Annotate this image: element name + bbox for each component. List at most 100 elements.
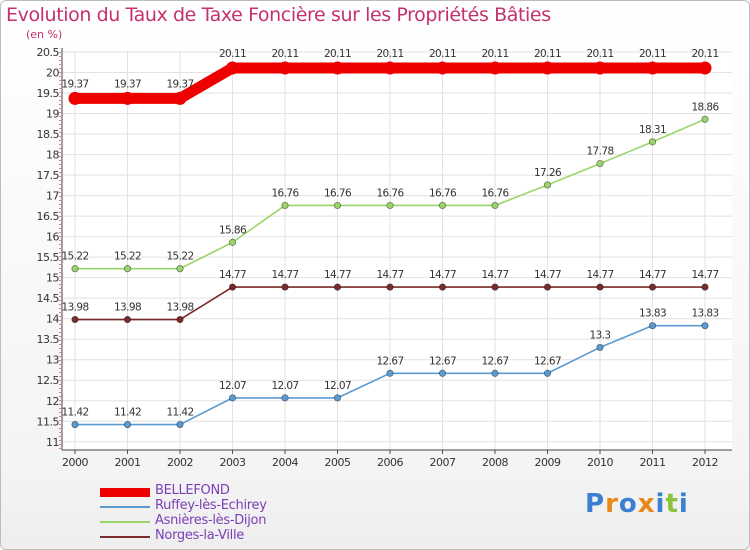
data-point: [176, 420, 184, 429]
y-tick-label: 13: [46, 354, 59, 367]
data-label: 19.37: [166, 78, 193, 90]
data-label: 12.67: [429, 355, 456, 367]
data-label: 16.76: [376, 187, 404, 199]
data-label: 18.86: [691, 101, 719, 113]
data-label: 19.37: [61, 78, 88, 90]
data-label: 15.22: [166, 251, 193, 263]
data-point: [333, 201, 342, 210]
y-tick-label: 17.5: [37, 169, 60, 182]
data-label: 14.77: [691, 269, 718, 281]
data-label: 12.67: [481, 355, 508, 367]
legend-swatch: [100, 536, 150, 538]
logo-letter: x: [637, 489, 656, 519]
data-point: [386, 201, 394, 210]
data-point: [331, 61, 344, 75]
data-label: 20.11: [271, 48, 298, 60]
data-point: [226, 61, 239, 75]
data-label: 11.42: [61, 407, 88, 419]
data-point: [491, 201, 499, 210]
data-point: [648, 138, 657, 146]
data-label: 11.42: [166, 407, 193, 419]
data-point: [71, 315, 79, 324]
x-tick-label: 2011: [640, 456, 666, 469]
y-tick-label: 20.5: [37, 46, 60, 59]
logo-letter: o: [618, 489, 638, 519]
x-tick-label: 2007: [430, 456, 456, 469]
data-label: 14.77: [324, 269, 351, 281]
data-point: [596, 343, 604, 352]
data-label: 20.11: [376, 48, 403, 60]
data-point: [386, 369, 394, 377]
data-label: 17.78: [586, 146, 613, 158]
data-label: 14.77: [586, 269, 613, 281]
data-point: [228, 238, 237, 246]
data-point: [541, 61, 554, 75]
data-label: 14.77: [534, 269, 561, 281]
data-point: [333, 394, 342, 402]
data-point: [123, 420, 132, 429]
data-point: [278, 61, 292, 75]
data-label: 20.11: [534, 48, 561, 60]
data-label: 16.76: [429, 187, 457, 199]
data-point: [648, 322, 657, 330]
legend-swatch: [100, 487, 150, 497]
data-point: [173, 91, 187, 105]
data-point: [543, 181, 552, 189]
chart-title: Evolution du Taux de Taxe Foncière sur l…: [6, 4, 551, 26]
data-label: 16.76: [481, 187, 509, 199]
data-label: 12.07: [271, 380, 298, 392]
x-tick-label: 2008: [482, 456, 508, 469]
x-tick-label: 2003: [220, 456, 246, 469]
data-label: 12.67: [376, 355, 403, 367]
y-tick-label: 17: [46, 190, 59, 203]
y-tick-label: 11.5: [37, 415, 60, 428]
data-point: [281, 201, 289, 210]
data-point: [71, 420, 79, 429]
legend-swatch: [100, 521, 150, 523]
y-tick-label: 12.5: [37, 374, 60, 387]
data-label: 16.76: [271, 187, 299, 199]
y-tick-label: 19.5: [37, 87, 60, 100]
x-tick-label: 2012: [692, 456, 718, 469]
data-point: [438, 369, 447, 377]
data-point: [698, 61, 712, 75]
x-tick-label: 2001: [115, 456, 141, 469]
y-tick-label: 18.5: [37, 128, 60, 141]
logo-letter: r: [605, 489, 619, 519]
data-point: [333, 283, 342, 291]
x-tick-label: 2000: [62, 456, 88, 469]
x-tick-label: 2002: [167, 456, 193, 469]
data-point: [281, 283, 289, 291]
y-tick-label: 20: [46, 67, 59, 80]
data-point: [121, 91, 134, 105]
data-point: [701, 322, 709, 330]
chart-subtitle: (en %): [26, 28, 63, 41]
proxiti-logo: Proxiti: [585, 489, 689, 519]
data-label: 19.37: [114, 78, 141, 90]
data-label: 13.83: [691, 308, 718, 320]
x-tick-label: 2004: [272, 456, 298, 469]
legend-label: Norges-la-Ville: [155, 528, 244, 543]
data-label: 20.11: [324, 48, 351, 60]
y-tick-label: 16: [46, 231, 59, 244]
data-label: 16.76: [324, 187, 352, 199]
y-tick-label: 19: [46, 108, 59, 121]
data-label: 12.67: [534, 355, 561, 367]
y-tick-label: 15: [46, 272, 59, 285]
data-point: [176, 265, 184, 273]
data-point: [228, 283, 237, 291]
data-label: 15.86: [219, 224, 247, 236]
logo-letter: i: [678, 489, 689, 519]
y-tick-label: 15.5: [37, 251, 60, 264]
data-point: [488, 61, 502, 75]
y-tick-label: 18: [46, 149, 59, 162]
x-tick-label: 2006: [377, 456, 403, 469]
x-tick-label: 2010: [587, 456, 613, 469]
data-point: [543, 369, 552, 377]
data-point: [71, 265, 79, 273]
data-point: [596, 160, 604, 168]
data-label: 14.77: [219, 269, 246, 281]
data-label: 20.11: [639, 48, 666, 60]
data-point: [543, 283, 552, 291]
